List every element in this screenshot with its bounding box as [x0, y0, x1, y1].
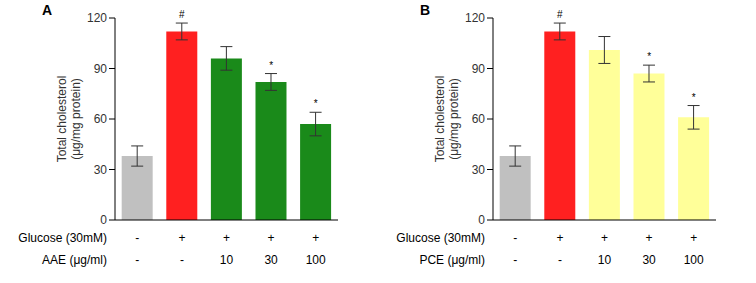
svg-text:Glucose (30mM): Glucose (30mM) [18, 231, 107, 245]
svg-text:AAE (μg/ml): AAE (μg/ml) [42, 253, 107, 267]
html-text:B: B [420, 2, 431, 18]
svg-text:*: * [269, 60, 273, 71]
svg-text:+: + [556, 231, 563, 245]
svg-text:120: 120 [465, 11, 485, 25]
svg-text:30: 30 [264, 253, 278, 267]
svg-text:-: - [513, 231, 517, 245]
svg-text:Total cholesterol: Total cholesterol [433, 76, 447, 163]
html-text:A: A [42, 2, 53, 18]
svg-text:+: + [312, 231, 319, 245]
svg-text:Total cholesterol: Total cholesterol [55, 76, 69, 163]
svg-text:(μg/mg protein): (μg/mg protein) [447, 78, 461, 160]
svg-text:30: 30 [472, 163, 486, 177]
svg-text:90: 90 [472, 62, 486, 76]
svg-text:+: + [268, 231, 275, 245]
svg-text:+: + [178, 231, 185, 245]
svg-text:+: + [690, 231, 697, 245]
svg-text:#: # [557, 9, 563, 20]
svg-text:100: 100 [306, 253, 326, 267]
svg-text:10: 10 [220, 253, 234, 267]
svg-text:+: + [646, 231, 653, 245]
svg-text:-: - [135, 253, 139, 267]
svg-text:60: 60 [472, 112, 486, 126]
svg-text:60: 60 [94, 112, 108, 126]
svg-text:10: 10 [598, 253, 612, 267]
svg-text:(μg/mg protein): (μg/mg protein) [69, 78, 83, 160]
svg-text:30: 30 [642, 253, 656, 267]
svg-text:-: - [558, 253, 562, 267]
svg-text:-: - [513, 253, 517, 267]
svg-text:+: + [601, 231, 608, 245]
svg-text:*: * [314, 98, 318, 109]
svg-text:100: 100 [684, 253, 704, 267]
svg-text:-: - [135, 231, 139, 245]
svg-text:*: * [692, 92, 696, 103]
svg-text:30: 30 [94, 163, 108, 177]
svg-text:#: # [179, 9, 185, 20]
svg-text:0: 0 [100, 213, 107, 227]
svg-text:90: 90 [94, 62, 108, 76]
svg-text:120: 120 [87, 11, 107, 25]
svg-text:Glucose (30mM): Glucose (30mM) [396, 231, 485, 245]
svg-text:PCE (μg/ml): PCE (μg/ml) [419, 253, 485, 267]
svg-text:-: - [180, 253, 184, 267]
svg-text:*: * [647, 51, 651, 62]
svg-text:+: + [223, 231, 230, 245]
svg-text:0: 0 [478, 213, 485, 227]
